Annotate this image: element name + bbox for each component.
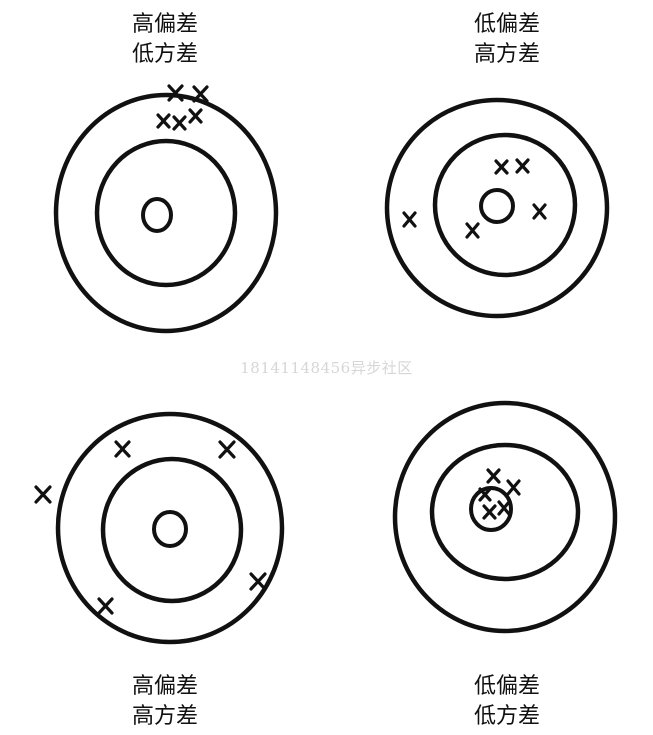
bias-label: 高偏差 (131, 674, 198, 699)
hit-mark (97, 597, 114, 615)
target-top-left (53, 84, 279, 334)
hit-mark (218, 440, 236, 459)
outer-ring (53, 92, 279, 334)
bias-label: 低偏差 (473, 12, 540, 37)
variance-label: 低方差 (473, 704, 540, 729)
hit-mark (494, 159, 509, 175)
outer-ring (384, 97, 610, 319)
hit-mark (482, 504, 497, 520)
bias-label: 高偏差 (131, 12, 198, 37)
hit-mark (114, 440, 131, 458)
label-bottom-left: 高偏差 高方差 (85, 672, 245, 732)
hit-mark (188, 108, 203, 124)
middle-ring (429, 442, 581, 582)
variance-label: 低方差 (131, 42, 198, 67)
bullseye (152, 510, 188, 548)
variance-label: 高方差 (473, 42, 540, 67)
hit-mark (192, 85, 209, 103)
target-bottom-left (34, 411, 285, 645)
target-bottom-right (392, 400, 618, 634)
middle-ring (94, 138, 238, 288)
hit-mark (506, 479, 521, 496)
label-top-left: 高偏差 低方差 (85, 10, 245, 70)
label-bottom-right: 低偏差 低方差 (427, 672, 587, 732)
variance-label: 高方差 (131, 704, 198, 729)
hit-mark (465, 222, 480, 239)
middle-ring (100, 456, 244, 604)
middle-ring (432, 132, 578, 278)
hit-mark (249, 572, 267, 591)
bullseye (141, 197, 173, 233)
hit-mark (402, 211, 417, 228)
hit-mark (34, 485, 52, 504)
outer-ring (392, 400, 618, 634)
label-top-right: 低偏差 高方差 (427, 10, 587, 70)
hit-mark (167, 84, 184, 102)
hit-mark (486, 468, 501, 484)
bias-label: 低偏差 (473, 674, 540, 699)
bullseye (479, 188, 515, 224)
hit-mark (156, 113, 171, 129)
hit-mark (532, 203, 547, 220)
target-top-right (384, 97, 610, 319)
hit-mark (515, 158, 530, 174)
hit-mark (172, 115, 187, 131)
outer-ring (55, 411, 285, 645)
watermark: 18141148456异步社区 (240, 359, 413, 377)
hit-mark (478, 487, 492, 502)
hit-mark (497, 500, 511, 516)
